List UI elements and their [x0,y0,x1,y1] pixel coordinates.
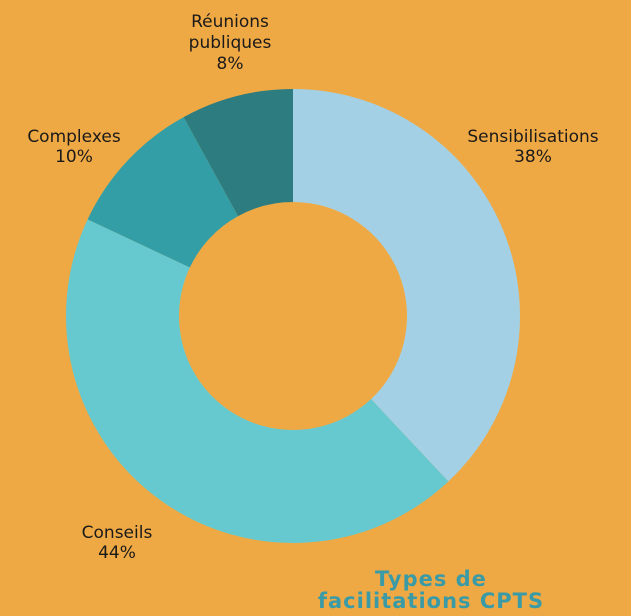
donut-slice [87,117,239,268]
slice-value-label: 38% [514,147,552,167]
slice-value-label: 10% [55,147,93,167]
slice-label: Réunions publiques [189,12,272,53]
donut-slice [183,89,293,217]
slice-value-label: 8% [217,54,244,74]
slice-label: Sensibilisations [467,127,598,147]
chart-title: Types de facilitations CPTS [318,567,544,613]
slice-label: Complexes [27,127,121,147]
slice-value-label: 44% [98,543,136,563]
donut-slice [293,89,520,482]
donut-slice [65,219,449,544]
slice-label: Conseils [82,523,153,543]
